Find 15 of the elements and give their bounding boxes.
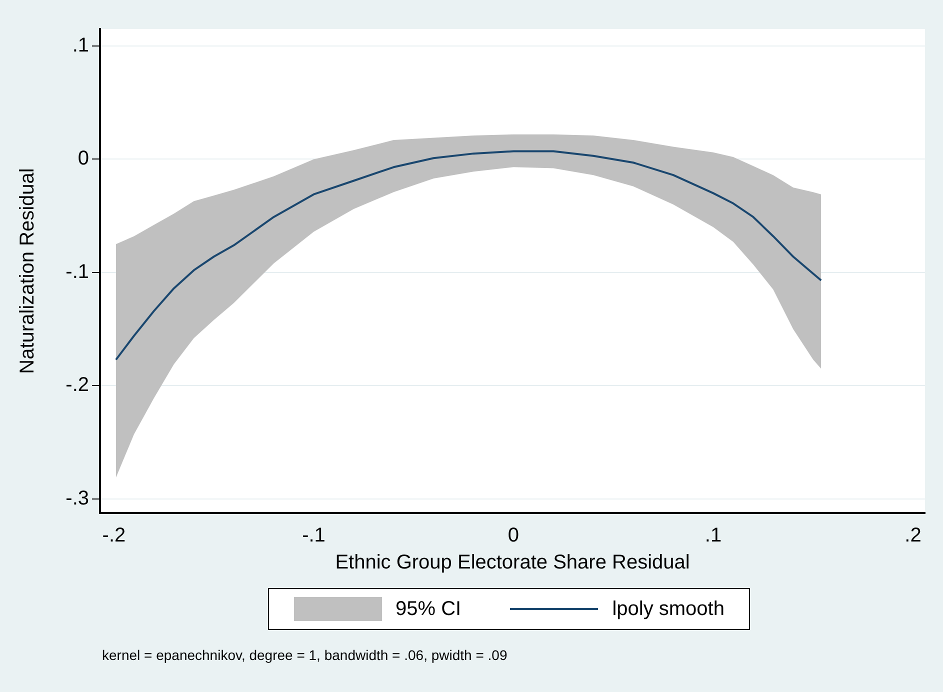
y-tick-label: .1 <box>72 34 89 56</box>
x-tick-label: 0 <box>508 524 520 547</box>
y-tick-label: -.1 <box>66 260 89 283</box>
text: 95% CI <box>396 598 462 620</box>
y-tick-label: 0 <box>78 148 89 170</box>
legend-label: lpoly smooth <box>612 598 724 620</box>
y-tick-label: -.2 <box>66 374 89 396</box>
x-tick-label: -.2 <box>102 524 126 547</box>
y-axis-title: Naturalization Residual <box>16 168 39 374</box>
x-axis-title: Ethnic Group Electorate Share Residual <box>335 552 690 574</box>
y-tick-label: -.3 <box>66 487 89 510</box>
x-tick-label: .2 <box>904 524 922 547</box>
text: kernel = epanechnikov, degree = 1, bandwidth = .06, pwidth = .09 <box>102 647 508 663</box>
x-tick-label: -.1 <box>302 524 326 547</box>
x-tick-label: .1 <box>704 524 722 547</box>
